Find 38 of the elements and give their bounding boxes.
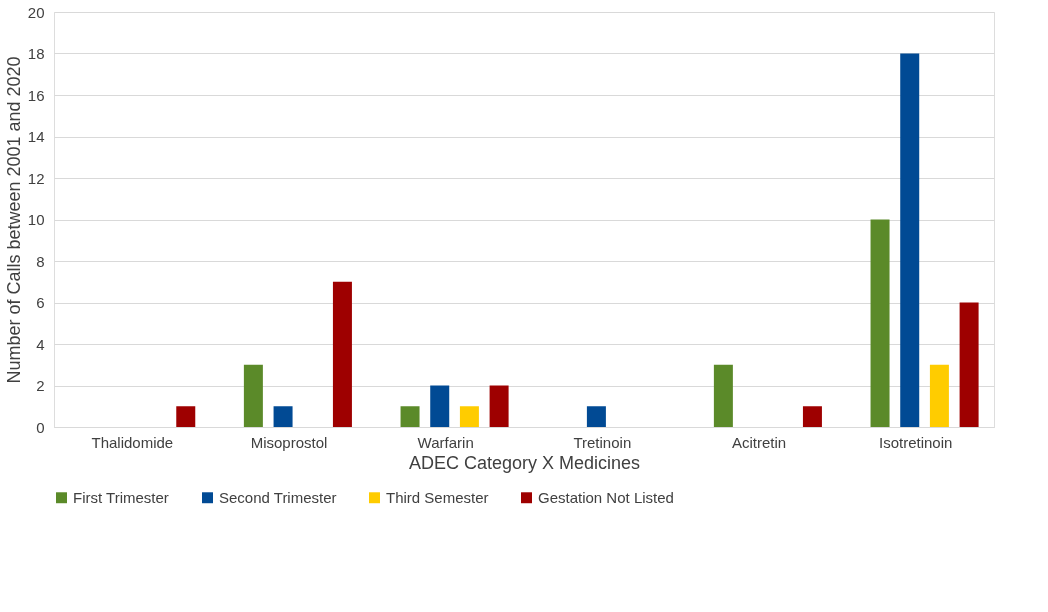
bar (176, 406, 196, 427)
bar (489, 385, 509, 427)
x-tick-label: Thalidomide (91, 433, 174, 451)
bar (459, 406, 479, 427)
y-tick-label: 4 (36, 335, 45, 353)
y-tick-label: 14 (27, 128, 45, 145)
x-axis-title: ADEC Category X Medicines (408, 452, 641, 473)
y-tick-label: 12 (27, 169, 45, 187)
bar (243, 364, 263, 427)
y-tick-label: 6 (36, 294, 45, 311)
legend-label: Third Semester (386, 488, 489, 506)
bar (802, 406, 822, 427)
y-tick-label: 0 (36, 418, 45, 436)
legend-label: First Trimester (73, 488, 169, 506)
bar (332, 281, 352, 427)
bar (959, 302, 979, 427)
y-tick-label: 2 (36, 377, 45, 394)
x-tick-label: Acitretin (731, 433, 787, 451)
bar (713, 364, 733, 427)
legend-label: Gestation Not Listed (538, 488, 674, 506)
y-tick-label: 20 (27, 3, 45, 21)
x-tick-label: Misoprostol (250, 433, 328, 451)
x-tick-label: Warfarin (417, 433, 474, 451)
y-tick-label: 16 (27, 86, 45, 104)
x-tick-label: Tretinoin (573, 433, 632, 451)
bar (900, 53, 920, 427)
y-tick-label: 18 (27, 45, 45, 62)
legend-label: Second Trimester (219, 488, 337, 506)
y-tick-label: 10 (27, 211, 45, 228)
bar (430, 385, 450, 427)
bar (400, 406, 420, 427)
y-axis-title: Number of Calls between 2001 and 2020 (3, 56, 24, 384)
bar (929, 364, 949, 427)
x-tick-label: Isotretinoin (878, 433, 953, 451)
bar (586, 406, 606, 427)
bar (273, 406, 293, 427)
y-tick-label: 8 (36, 252, 45, 270)
bar (870, 219, 890, 427)
